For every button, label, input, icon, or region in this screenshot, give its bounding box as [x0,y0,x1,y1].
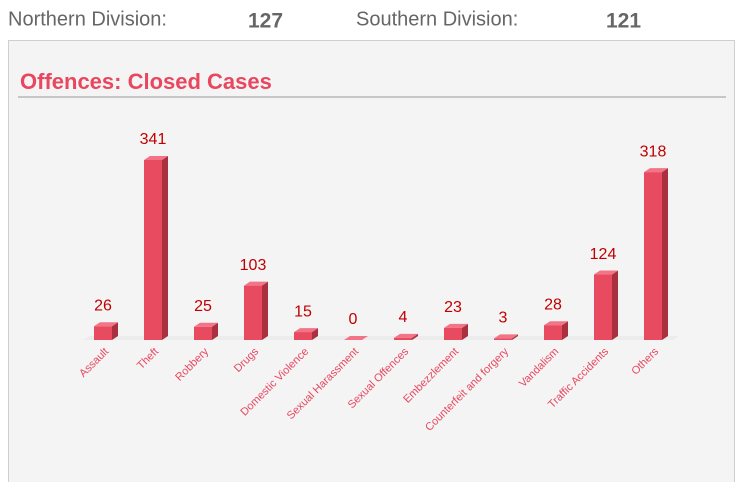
bar-side [462,323,468,340]
bar-top [494,334,518,339]
bar-side [512,334,518,340]
stat-value: 127 [248,10,283,33]
value-label: 3 [499,310,508,327]
bar-side [262,281,268,340]
bar [244,285,262,340]
bar [544,325,562,340]
value-label: 26 [94,297,112,314]
bar-top [244,281,268,286]
bar [194,326,212,340]
bar [644,172,662,340]
bar-top [644,168,668,173]
floor [83,336,679,340]
stat-label: Southern Division: [356,8,518,30]
value-label: 341 [140,131,167,148]
bar-top [294,328,318,333]
value-label: 4 [399,309,408,326]
value-label: 15 [294,303,312,320]
chart-title: Offences: Closed Cases [20,69,272,94]
bar-side [612,270,618,340]
bar [94,326,112,340]
value-label: 0 [349,311,358,328]
bar [294,332,312,340]
bar-side [112,322,118,340]
value-label: 25 [194,298,212,315]
bar-top [344,336,368,340]
stat-value: 121 [606,10,641,33]
bar-side [412,333,418,340]
value-label: 23 [444,299,462,316]
bar-side [162,156,168,340]
bar [594,274,612,340]
bar-top [144,156,168,160]
bar-top [94,322,118,327]
bar [144,160,162,340]
value-label: 124 [590,246,617,263]
panel [8,40,735,482]
bar-top [444,323,468,328]
bar-side [212,322,218,340]
bar-top [194,322,218,327]
bar-top [544,321,568,326]
bar [394,337,412,340]
bar-top [394,333,418,338]
bar-top [594,270,618,275]
bar [494,338,512,340]
bar-side [312,328,318,340]
bar-side [562,321,568,340]
bar-side [662,168,668,340]
value-label: 318 [640,143,667,160]
bar [444,327,462,340]
stat-label: Northern Division: [8,8,167,30]
value-label: 103 [240,257,267,274]
value-label: 28 [544,296,562,313]
